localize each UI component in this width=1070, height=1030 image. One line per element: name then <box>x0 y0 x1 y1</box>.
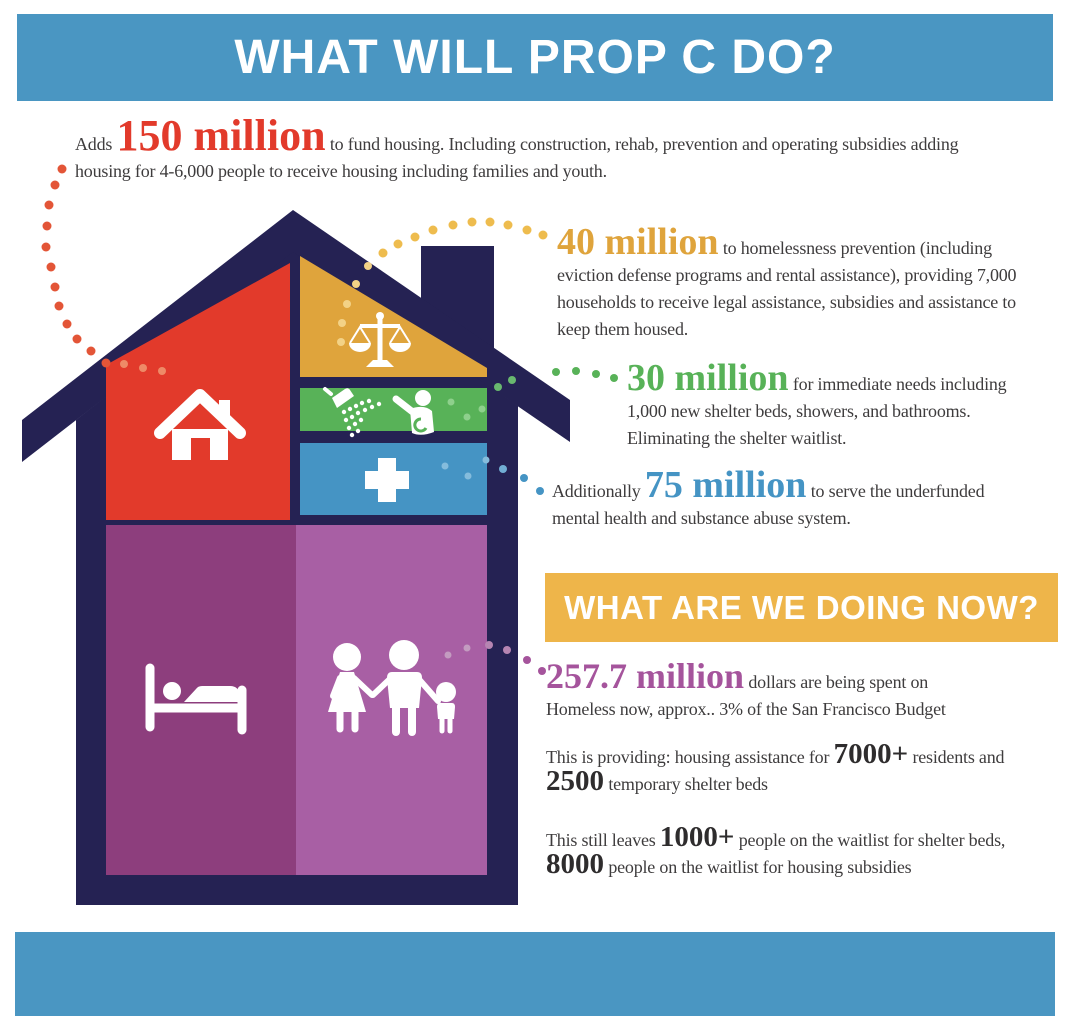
immediate-line-2: 1,000 new shelter beds, showers, and bat… <box>627 401 971 421</box>
now-banner-title: WHAT ARE WE DOING NOW? <box>564 588 1039 626</box>
medical-cross-icon <box>365 458 409 502</box>
prevention-dotted-trail <box>337 217 548 346</box>
housing-line-1: Adds 150 million to fund housing. Includ… <box>75 114 959 158</box>
providing-tail: temporary shelter beds <box>608 774 768 794</box>
waitlist-tail: people on the waitlist for housing subsi… <box>608 857 912 877</box>
providing-block: This is providing: housing assistance fo… <box>546 740 1005 798</box>
mental-line-2: mental health and substance abuse system… <box>552 508 851 528</box>
waitlist-stat-shelter: 1000+ <box>659 821 735 853</box>
shower-icon <box>323 387 382 438</box>
providing-line-2: 2500 temporary shelter beds <box>546 767 768 796</box>
immediate-text-1: for immediate needs including <box>792 374 1007 394</box>
immediate-amount: 30 million <box>627 357 789 399</box>
now-banner: WHAT ARE WE DOING NOW? <box>545 573 1058 642</box>
prevention-line-3: households to receive legal assistance, … <box>557 292 1016 312</box>
waitlist-line-2: 8000 people on the waitlist for housing … <box>546 850 912 879</box>
waitlist-mid: people on the waitlist for shelter beds, <box>738 830 1006 850</box>
waitlist-line-1: This still leaves 1000+ people on the wa… <box>546 823 1006 852</box>
providing-stat-beds: 2500 <box>546 765 604 797</box>
mental-prefix: Additionally <box>552 481 641 501</box>
waitlist-block: This still leaves 1000+ people on the wa… <box>546 823 1006 881</box>
housing-text-2: housing for 4-6,000 people to receive ho… <box>75 161 607 181</box>
providing-mid: residents and <box>912 747 1005 767</box>
spending-amount: 257.7 million <box>546 656 745 696</box>
roof-beam <box>22 210 570 462</box>
immediate-line-1: 30 million for immediate needs including <box>627 359 1007 397</box>
bed-icon <box>145 663 247 735</box>
housing-prefix: Adds <box>75 134 113 154</box>
mental-health-block: Additionally 75 million to serve the und… <box>552 466 985 532</box>
spending-text-1: dollars are being spent on <box>748 672 929 692</box>
family-icon <box>328 640 456 736</box>
person-washing-icon <box>392 390 434 435</box>
mental-health-dotted-trail <box>441 456 544 495</box>
prevention-line-2: eviction defense programs and rental ass… <box>557 265 1017 285</box>
mental-line-1: Additionally 75 million to serve the und… <box>552 466 985 504</box>
providing-lead: This is providing: housing assistance fo… <box>546 747 830 767</box>
waitlist-stat-housing: 8000 <box>546 848 604 880</box>
housing-line-2: housing for 4-6,000 people to receive ho… <box>75 161 607 181</box>
housing-amount: 150 million <box>116 111 326 160</box>
prevention-line-1: 40 million to homelessness prevention (i… <box>557 223 992 261</box>
spending-dotted-trail <box>444 641 546 675</box>
immediate-line-3: Eliminating the shelter waitlist. <box>627 428 847 448</box>
section-immediate <box>300 388 487 431</box>
providing-stat-residents: 7000+ <box>833 738 909 770</box>
waitlist-lead: This still leaves <box>546 830 656 850</box>
housing-dotted-trail <box>41 164 166 375</box>
spending-line-2: Homeless now, approx.. 3% of the San Fra… <box>546 699 946 719</box>
prevention-block: 40 million to homelessness prevention (i… <box>557 223 1017 343</box>
scales-icon <box>349 312 411 367</box>
mental-text-1: to serve the underfunded <box>810 481 985 501</box>
immediate-needs-block: 30 million for immediate needs including… <box>627 359 1007 452</box>
housing-block: Adds 150 million to fund housing. Includ… <box>75 114 959 185</box>
current-spending-block: 257.7 million dollars are being spent on… <box>546 658 946 723</box>
prevention-line-4: keep them housed. <box>557 319 689 339</box>
prevention-text-1: to homelessness prevention (including <box>722 238 992 258</box>
providing-line-1: This is providing: housing assistance fo… <box>546 740 1005 769</box>
footer-banner <box>15 932 1055 1016</box>
house-icon <box>154 389 246 460</box>
immediate-dotted-trail <box>447 367 618 421</box>
header-banner: WHAT WILL PROP C DO? <box>17 14 1053 101</box>
spending-line-1: 257.7 million dollars are being spent on <box>546 658 929 694</box>
section-prevention <box>300 256 487 377</box>
mental-amount: 75 million <box>644 464 807 506</box>
header-title: WHAT WILL PROP C DO? <box>234 31 836 84</box>
prevention-amount: 40 million <box>557 221 719 263</box>
housing-text-1: to fund housing. Including construction,… <box>329 134 959 154</box>
